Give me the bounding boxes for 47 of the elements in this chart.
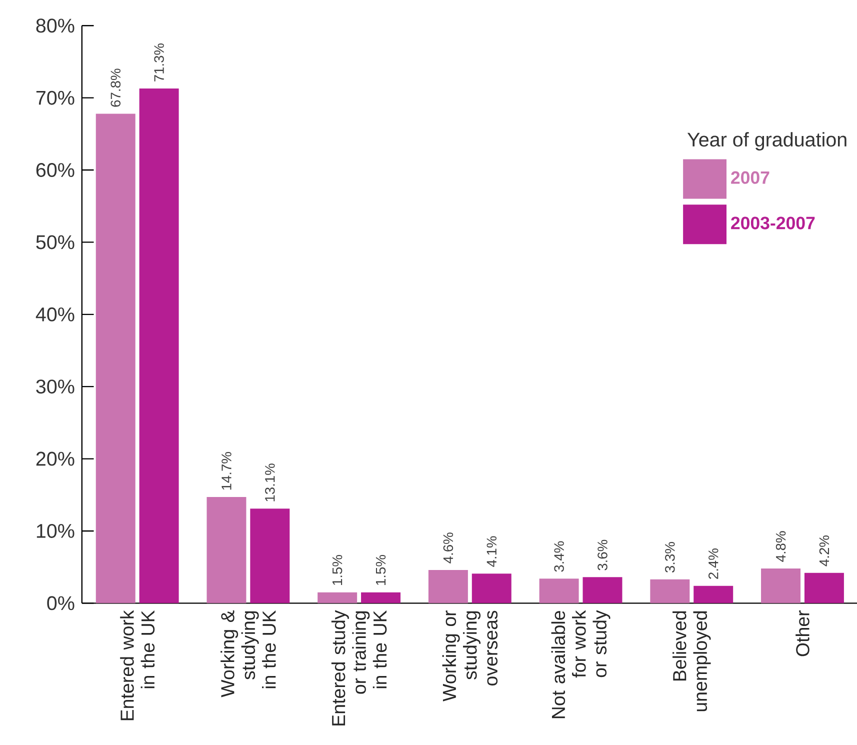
data-label: 1.5% — [332, 554, 342, 585]
data-label: 3.6% — [598, 540, 608, 570]
bar — [139, 88, 179, 604]
bar — [96, 114, 136, 604]
data-label: 4.1% — [486, 536, 496, 567]
y-tick-label: 40% — [36, 307, 74, 322]
x-tick-label: Believed unemployed — [672, 611, 711, 711]
data-label: 14.7% — [222, 452, 232, 490]
y-tick-label: 0% — [47, 596, 74, 610]
x-tick-label: Entered study or training in the UK — [331, 610, 387, 726]
bar — [650, 579, 690, 604]
data-label: 4.8% — [776, 531, 786, 562]
x-tick-label: Working & studying in the UK — [220, 610, 276, 698]
data-label: 3.4% — [554, 541, 564, 572]
bar — [318, 592, 358, 604]
x-tick-label: Not available for work or study — [551, 610, 610, 718]
bar — [694, 586, 734, 604]
y-tick-label: 70% — [36, 90, 74, 105]
bar — [361, 592, 401, 604]
y-tick-label: 30% — [36, 379, 74, 394]
data-label: 4.6% — [443, 532, 454, 564]
bar — [582, 577, 622, 604]
legend-title: Year of graduation — [687, 132, 846, 150]
data-label: 3.3% — [665, 542, 675, 572]
bar — [206, 496, 246, 604]
bar — [428, 570, 468, 604]
y-tick-label: 60% — [36, 162, 74, 177]
y-tick-label: 20% — [36, 452, 74, 466]
data-label: 13.1% — [265, 463, 275, 502]
bar — [804, 572, 844, 604]
data-label: 2.4% — [708, 548, 718, 579]
x-tick-label: Working or studying overseas — [442, 610, 498, 702]
legend-label: 2003-2007 — [731, 216, 815, 230]
x-tick-label: Entered work in the UK — [120, 610, 155, 720]
bar — [539, 578, 579, 604]
x-tick-label: Other — [796, 610, 810, 656]
bar — [250, 508, 290, 604]
data-label: 4.2% — [819, 535, 830, 566]
y-tick-label: 10% — [36, 524, 74, 538]
y-tick-label: 50% — [36, 235, 74, 250]
data-label: 71.3% — [154, 43, 164, 82]
data-label: 1.5% — [376, 554, 386, 585]
legend-label: 2007 — [731, 171, 770, 184]
y-tick-label: 80% — [36, 18, 74, 32]
data-label: 67.8% — [110, 68, 120, 107]
bar — [761, 568, 801, 604]
bar — [472, 573, 512, 604]
